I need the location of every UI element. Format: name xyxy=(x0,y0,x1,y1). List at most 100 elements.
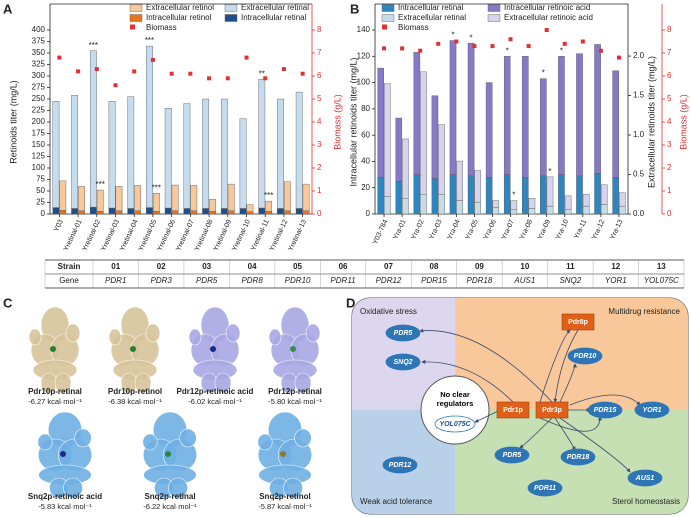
biomass-point xyxy=(225,76,230,81)
tick-label: 7 xyxy=(317,48,322,57)
tick-label: 5 xyxy=(317,94,322,103)
bar-segment xyxy=(474,170,481,203)
biomass-point xyxy=(544,28,549,32)
bar-segment xyxy=(485,176,493,215)
bar-segment xyxy=(127,96,135,209)
bar-segment xyxy=(395,180,403,215)
bar-segment xyxy=(52,207,60,215)
table-header: 01 xyxy=(111,262,120,271)
regulation-arrow xyxy=(554,417,576,451)
bar-segment xyxy=(438,124,445,195)
gene-label: PDR10 xyxy=(574,353,597,360)
significance: *** xyxy=(152,183,161,192)
tick-label: 350 xyxy=(32,48,46,57)
bar-segment xyxy=(59,210,67,215)
table-header: 05 xyxy=(293,262,302,271)
bar-segment xyxy=(239,208,247,215)
gene-node xyxy=(634,401,670,419)
bar-segment xyxy=(413,174,421,215)
tick-label: 0 xyxy=(317,209,322,218)
tick-label: 100 xyxy=(32,163,46,172)
tick-label: 140 xyxy=(357,25,371,34)
bar-segment xyxy=(283,210,291,215)
gene-node xyxy=(434,415,476,433)
ligand xyxy=(60,451,66,457)
x-tick-label: Yretinal-06 xyxy=(156,219,177,253)
tick-label: 25 xyxy=(36,198,45,207)
binding-energy: -6.27 kcal·mol⁻¹ xyxy=(28,397,82,406)
ligand xyxy=(290,346,296,352)
regulation-arrow xyxy=(539,416,602,432)
bar-segment xyxy=(183,208,191,215)
table-cell: YOL075C xyxy=(644,276,679,285)
tick-label: 325 xyxy=(32,60,46,69)
biomass-point xyxy=(76,69,81,74)
bar-segment xyxy=(558,174,565,215)
bar-segment xyxy=(202,208,210,215)
tick-label: 50 xyxy=(36,186,45,195)
table-cell: PDR15 xyxy=(421,276,447,285)
bar-segment xyxy=(456,160,463,201)
protein-lobe xyxy=(214,372,232,394)
bar-segment xyxy=(503,56,511,175)
bar-segment xyxy=(115,186,123,211)
bar-segment xyxy=(600,204,608,215)
gene-label: YOR1 xyxy=(642,407,661,414)
protein-structure xyxy=(142,411,198,499)
bar-segment xyxy=(449,174,457,215)
regulation-arrow xyxy=(421,359,514,403)
bar-segment xyxy=(190,185,198,211)
protein-lobe xyxy=(168,477,188,499)
protein-lobe xyxy=(54,372,72,394)
significance: * xyxy=(512,191,515,200)
gene-node xyxy=(385,353,421,371)
x-tick-label: Yretinal-02 xyxy=(82,219,103,253)
biomass-point xyxy=(580,39,585,44)
protein-lobe xyxy=(65,323,81,343)
panel-letter: B xyxy=(350,1,359,16)
diagram: No clear regulators Oxidative stress Mult… xyxy=(351,297,689,515)
significance: ** xyxy=(259,69,265,78)
table-header: 02 xyxy=(157,262,166,271)
table-header: 13 xyxy=(657,262,666,271)
regulation-arrow xyxy=(559,417,631,473)
table-header: 11 xyxy=(566,262,575,271)
bar-segment xyxy=(152,193,160,212)
table-header: 06 xyxy=(339,262,348,271)
gene-label: YOL075C xyxy=(439,421,471,428)
bar-segment xyxy=(522,176,529,215)
protein-lobe xyxy=(294,428,312,448)
x-tick-label: Yra-07 xyxy=(501,219,516,241)
bar-segment xyxy=(134,185,142,211)
bar-segment xyxy=(492,200,500,208)
bar-segment xyxy=(612,176,619,215)
bar-segment xyxy=(52,101,60,208)
biomass-point xyxy=(616,55,621,60)
x-tick-label: Yretinal-01 xyxy=(63,219,84,253)
bar-segment xyxy=(96,189,104,212)
y2-axis-label: Extracellular retinoids titer (mg/L) xyxy=(646,56,656,188)
biomass-point xyxy=(207,76,212,81)
protein-structure xyxy=(37,411,93,499)
table-header: 08 xyxy=(430,262,439,271)
biomass-point xyxy=(263,76,268,81)
tick-label: 60 xyxy=(361,130,370,139)
bar-segment xyxy=(265,211,273,215)
biomass-point xyxy=(300,71,305,76)
gene-node xyxy=(382,456,418,474)
gene-label: PDR12 xyxy=(389,462,412,469)
biomass-point xyxy=(418,48,423,53)
tick-label: 20 xyxy=(361,183,370,192)
protein-structure xyxy=(28,306,81,394)
protein-lobe xyxy=(225,323,241,343)
tick-label: 225 xyxy=(32,106,46,115)
protein-lobe xyxy=(108,328,122,346)
bar-segment xyxy=(127,208,135,215)
biomass-point xyxy=(598,48,603,53)
legend-swatch xyxy=(224,4,238,12)
x-tick-label: Yra-10 xyxy=(555,219,570,241)
tick-label: 100 xyxy=(357,78,371,87)
bar-segment xyxy=(594,44,601,174)
x-tick-label: Y03 xyxy=(53,219,65,233)
gene-label: SNQ2 xyxy=(393,359,412,366)
